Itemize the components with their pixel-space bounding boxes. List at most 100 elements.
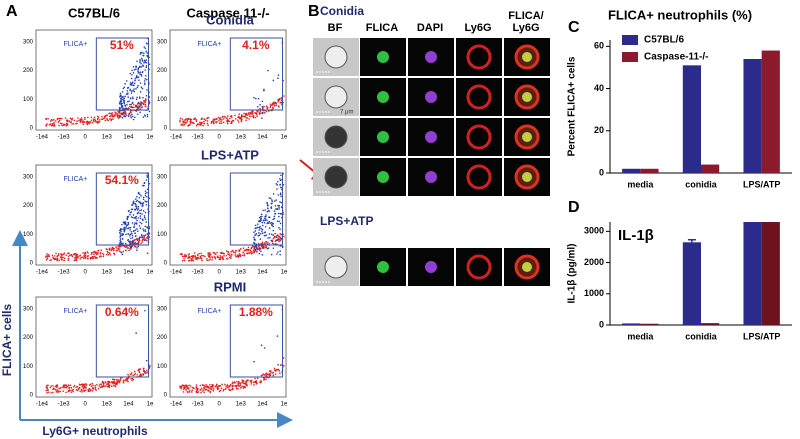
event-dot bbox=[198, 252, 200, 255]
event-dot bbox=[199, 384, 202, 387]
event-dot bbox=[134, 198, 137, 200]
event-dot bbox=[202, 124, 204, 127]
event-dot bbox=[125, 112, 127, 115]
event-dot bbox=[206, 116, 209, 119]
y-tick-label: 100 bbox=[23, 97, 34, 103]
event-dot bbox=[75, 386, 77, 388]
event-dot bbox=[272, 101, 275, 104]
event-dot bbox=[139, 53, 142, 55]
event-dot bbox=[142, 210, 145, 212]
event-dot bbox=[141, 106, 143, 108]
event-dot bbox=[275, 183, 278, 185]
event-dot bbox=[255, 233, 257, 235]
event-dot bbox=[110, 385, 113, 387]
event-dot bbox=[132, 374, 134, 377]
event-dot bbox=[189, 390, 191, 392]
event-dot bbox=[127, 86, 130, 89]
axis-label: Ly6G+ neutrophils bbox=[42, 424, 148, 438]
event-dot bbox=[237, 256, 240, 258]
event-dot bbox=[279, 372, 281, 375]
y-tick-label: 200 bbox=[23, 68, 34, 74]
event-dot bbox=[56, 389, 58, 391]
event-dot bbox=[203, 118, 206, 121]
event-dot bbox=[211, 259, 213, 261]
event-dot bbox=[220, 117, 222, 119]
event-dot bbox=[71, 389, 73, 392]
event-dot bbox=[97, 116, 100, 119]
event-dot bbox=[134, 209, 137, 211]
event-dot bbox=[119, 92, 122, 95]
event-dot bbox=[200, 123, 202, 125]
event-dot bbox=[73, 384, 76, 387]
event-dot bbox=[200, 121, 203, 124]
event-dot bbox=[268, 197, 271, 199]
panel-title: Conidia bbox=[320, 4, 364, 18]
event-dot bbox=[71, 255, 74, 258]
event-dot bbox=[240, 386, 242, 389]
event-dot bbox=[129, 97, 132, 99]
event-dot bbox=[239, 384, 242, 386]
event-dot bbox=[196, 387, 198, 389]
event-dot bbox=[273, 367, 276, 370]
event-dot bbox=[242, 382, 245, 384]
event-dot bbox=[219, 389, 222, 392]
event-dot bbox=[145, 66, 148, 69]
event-dot bbox=[141, 87, 144, 90]
event-dot bbox=[226, 258, 229, 260]
event-dot bbox=[183, 259, 186, 262]
event-dot bbox=[102, 384, 105, 387]
event-dot bbox=[97, 120, 99, 123]
event-dot bbox=[108, 251, 110, 254]
event-dot bbox=[146, 78, 148, 81]
cell bbox=[522, 172, 532, 182]
event-dot bbox=[242, 387, 245, 389]
event-dot bbox=[102, 255, 105, 258]
event-dot bbox=[113, 380, 116, 383]
event-dot bbox=[200, 391, 202, 394]
event-dot bbox=[271, 372, 274, 374]
event-dot bbox=[120, 107, 122, 109]
event-dot bbox=[97, 115, 99, 118]
event-dot bbox=[221, 383, 223, 386]
event-dot bbox=[254, 116, 257, 119]
event-dot bbox=[278, 235, 281, 238]
event-dot bbox=[142, 367, 145, 370]
event-dot bbox=[254, 227, 257, 230]
event-dot bbox=[73, 119, 76, 122]
event-dot bbox=[60, 256, 62, 259]
event-dot bbox=[260, 379, 262, 382]
y-tick-label: 0 bbox=[164, 393, 168, 399]
event-dot bbox=[129, 211, 132, 214]
event-dot bbox=[182, 391, 185, 393]
event-dot bbox=[117, 249, 119, 251]
event-dot bbox=[87, 116, 89, 119]
cell bbox=[324, 125, 348, 149]
event-dot bbox=[109, 118, 111, 120]
y-tick-label: 300 bbox=[157, 175, 168, 181]
event-dot bbox=[119, 377, 122, 380]
gate-label: FLICA+ bbox=[197, 41, 221, 48]
event-dot bbox=[97, 387, 100, 390]
event-dot bbox=[131, 234, 134, 237]
event-dot bbox=[146, 371, 149, 374]
event-dot bbox=[278, 98, 281, 100]
event-dot bbox=[69, 389, 71, 392]
event-dot bbox=[59, 390, 62, 393]
event-dot bbox=[143, 46, 146, 48]
event-dot bbox=[208, 256, 211, 258]
event-dot bbox=[56, 258, 59, 261]
event-dot bbox=[263, 88, 265, 91]
event-dot bbox=[280, 96, 283, 99]
event-dot bbox=[126, 378, 128, 381]
event-dot bbox=[144, 105, 147, 108]
cell bbox=[324, 85, 348, 109]
event-dot bbox=[261, 254, 264, 256]
event-dot bbox=[131, 96, 134, 98]
event-dot bbox=[266, 219, 268, 222]
event-dot bbox=[267, 69, 269, 72]
event-dot bbox=[140, 101, 143, 104]
event-dot bbox=[63, 259, 65, 262]
event-dot bbox=[221, 118, 223, 121]
event-dot bbox=[132, 89, 134, 92]
event-dot bbox=[148, 226, 151, 228]
